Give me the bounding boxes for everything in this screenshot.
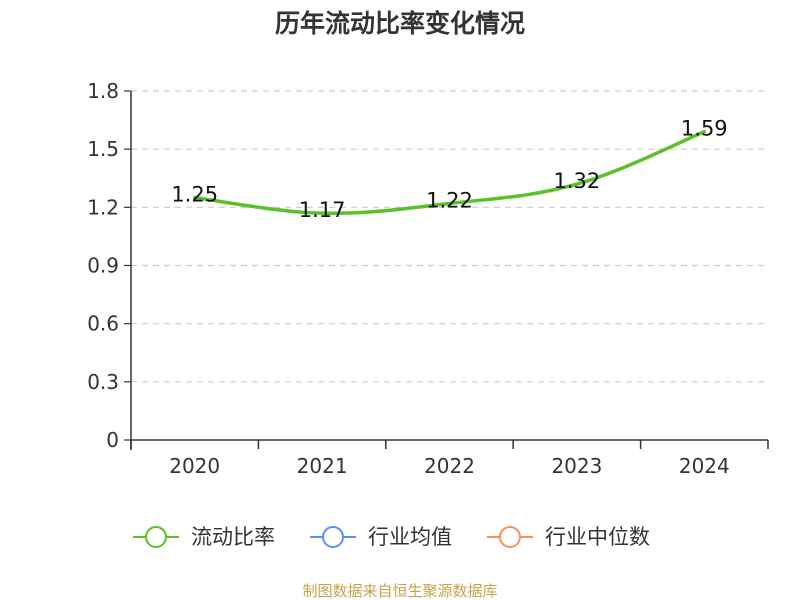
y-tick-label: 1.8	[87, 79, 119, 103]
x-tick-label: 2021	[297, 454, 348, 478]
x-tick-label: 2023	[551, 454, 602, 478]
legend-item[interactable]: 行业中位数	[487, 525, 650, 549]
x-tick-label: 2024	[679, 454, 730, 478]
legend-label: 流动比率	[191, 525, 275, 549]
legend-item[interactable]: 流动比率	[133, 525, 275, 549]
data-label: 1.17	[299, 198, 346, 222]
grid-lines	[131, 90, 768, 383]
y-tick-label: 0.3	[87, 370, 119, 394]
x-tick-label: 2022	[424, 454, 475, 478]
legend-marker	[322, 526, 344, 548]
series-line-liudongbilv	[192, 129, 707, 216]
y-tick-label: 1.2	[87, 195, 119, 219]
source-note: 制图数据来自恒生聚源数据库	[302, 582, 497, 600]
legend-marker	[499, 526, 521, 548]
axes: 0 0.3 0.6 0.9 1.2 1.5 1.8 2020 2021 2022 2023 2024	[87, 79, 769, 478]
legend-label: 行业中位数	[545, 525, 650, 549]
data-label: 1.25	[171, 183, 218, 207]
y-tick-label: 0.9	[87, 254, 119, 278]
data-labels: 1.25 1.17 1.22 1.32 1.59	[171, 117, 727, 222]
legend-label: 行业均值	[368, 525, 452, 549]
legend-marker	[145, 526, 167, 548]
y-tick-label: 0.6	[87, 312, 119, 336]
y-tick-label: 0	[106, 428, 119, 452]
legend-item[interactable]: 行业均值	[310, 525, 452, 549]
chart-title: 历年流动比率变化情况	[275, 9, 525, 38]
series-layer	[192, 129, 707, 216]
x-tick-label: 2020	[169, 454, 220, 478]
data-label: 1.32	[554, 169, 601, 193]
data-label: 1.59	[681, 117, 728, 141]
y-tick-label: 1.5	[87, 137, 119, 161]
legend[interactable]: 流动比率 行业均值 行业中位数	[133, 525, 650, 549]
data-label: 1.22	[426, 188, 473, 212]
